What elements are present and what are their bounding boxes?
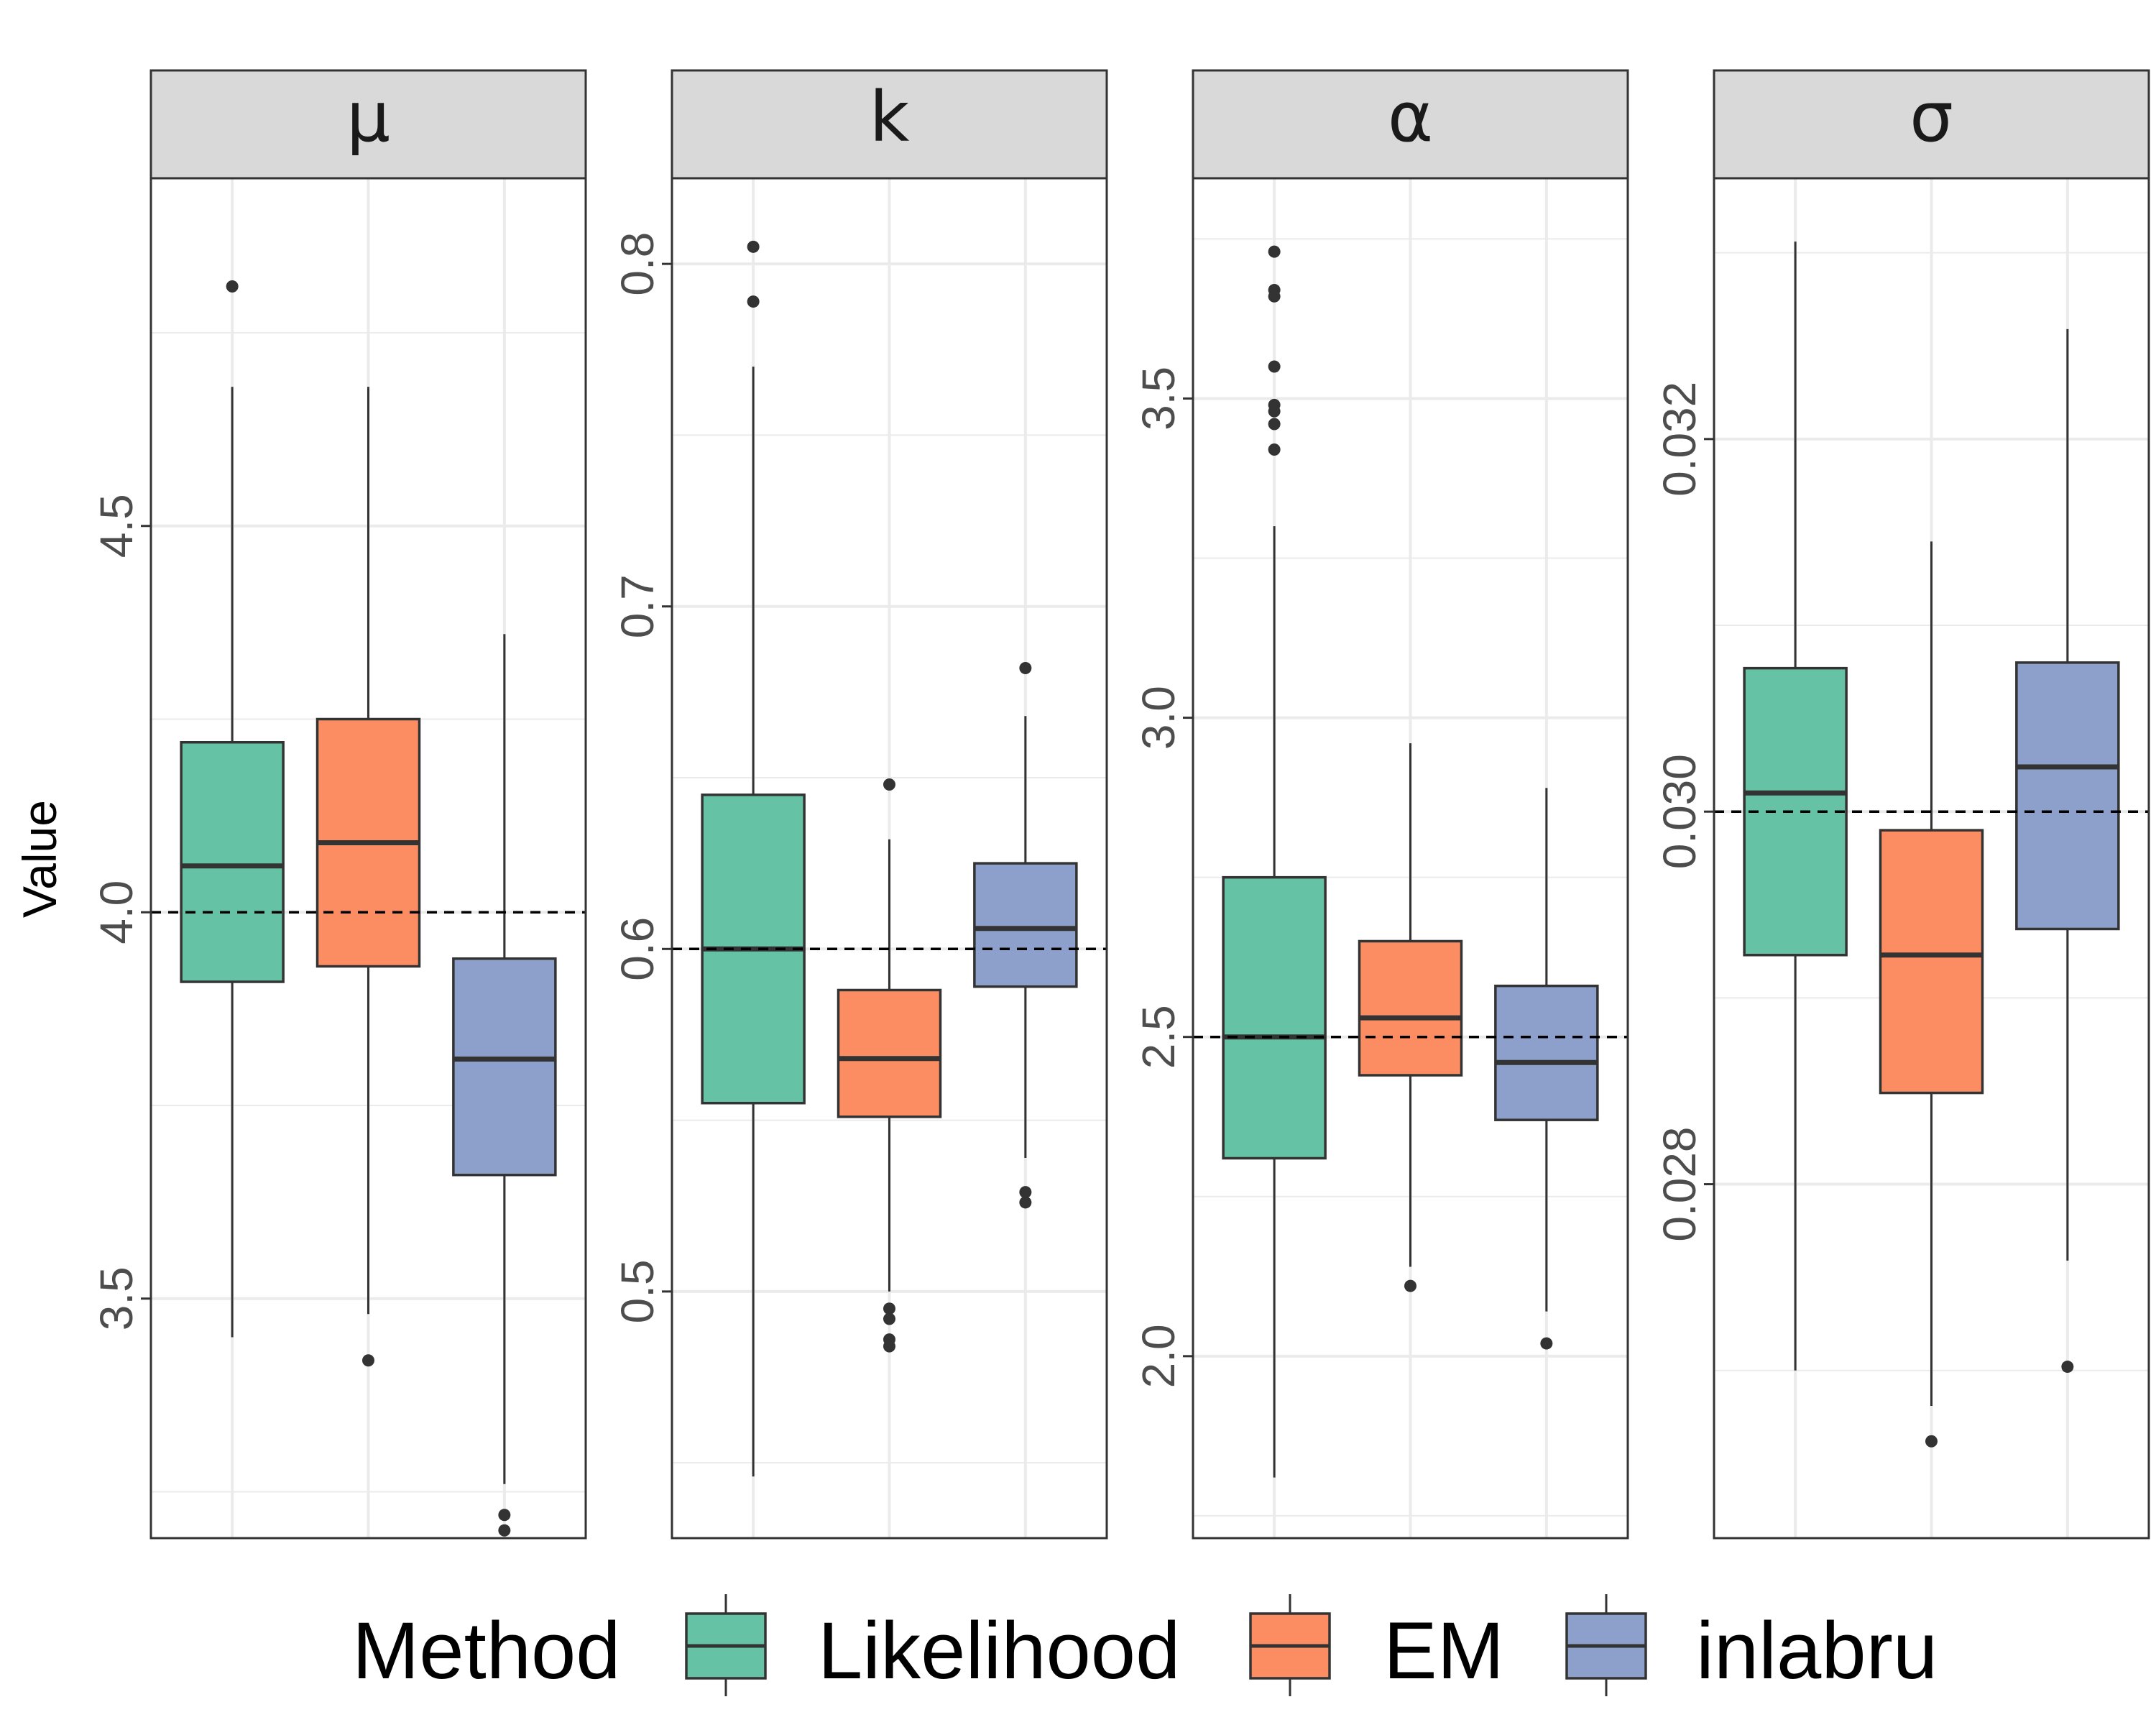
panel-4: 0.028 0.030 0.032 σ (1654, 69, 2150, 1540)
y-tick-label: 3.5 (1133, 367, 1184, 431)
y-tick-label: 0.6 (612, 917, 663, 981)
facet-panels: 3.5 4.0 4.5 μ 0.5 0.6 0.7 0.8 k 2.0 2.5 3.0 3.5 α 0.02… (91, 69, 2150, 1540)
facet-strip-label: α (1388, 77, 1433, 157)
y-tick-label: 0.5 (612, 1259, 663, 1323)
outlier-point (1268, 418, 1281, 431)
y-tick-label: 0.7 (612, 574, 663, 638)
facet-strip (149, 69, 587, 180)
legend-item-inlabru: inlabru (1565, 1594, 1938, 1696)
facet-strip-label: σ (1909, 77, 1953, 157)
y-tick-label: 0.032 (1654, 382, 1705, 497)
outlier-point (1019, 662, 1032, 675)
y-tick-label: 2.0 (1133, 1324, 1184, 1388)
y-tick-label: 4.5 (91, 494, 142, 558)
y-tick-label: 0.028 (1654, 1126, 1705, 1241)
legend-item-likelihood: Likelihood (685, 1594, 1180, 1696)
box-body (452, 957, 557, 1177)
facet-strip-label: k (870, 77, 910, 157)
box-inlabru (1494, 788, 1599, 1350)
box-body (180, 741, 285, 983)
facet-strip (671, 69, 1108, 180)
box-likelihood (701, 240, 806, 1477)
outlier-point (498, 1509, 511, 1522)
y-tick-label: 3.0 (1133, 686, 1184, 750)
box-likelihood (1743, 242, 1848, 1371)
box-inlabru (973, 662, 1078, 1209)
box-em (1358, 743, 1463, 1292)
outlier-point (1019, 1196, 1032, 1209)
outlier-point (498, 1524, 511, 1537)
outlier-point (1540, 1337, 1553, 1350)
panel-3: 2.0 2.5 3.0 3.5 α (1133, 69, 1629, 1540)
y-tick-label: 2.5 (1133, 1005, 1184, 1069)
legend-label: EM (1383, 1606, 1504, 1696)
outlier-point (1268, 290, 1281, 303)
box-inlabru (452, 634, 557, 1537)
y-tick-label: 4.0 (91, 880, 142, 944)
box-body (1494, 984, 1599, 1121)
panel-1: 3.5 4.0 4.5 μ (91, 69, 587, 1540)
outlier-point (362, 1354, 374, 1367)
y-tick-label: 0.8 (612, 232, 663, 296)
legend-label: Likelihood (818, 1606, 1180, 1696)
legend-title: Method (352, 1606, 621, 1696)
box-body (1879, 829, 1984, 1095)
outlier-point (747, 295, 760, 308)
box-body (1743, 666, 1848, 957)
y-axis-title: Value (13, 800, 66, 918)
box-body (1222, 875, 1327, 1160)
outlier-point (1019, 1186, 1032, 1199)
outlier-point (226, 280, 239, 293)
facet-strip (1713, 69, 2150, 180)
outlier-point (1268, 405, 1281, 418)
box-body (837, 988, 942, 1118)
outlier-point (883, 778, 895, 791)
outlier-point (2061, 1361, 2074, 1374)
y-tick-label: 0.030 (1654, 754, 1705, 869)
legend-item-em: EM (1249, 1594, 1504, 1696)
outlier-point (1404, 1279, 1416, 1292)
outlier-point (747, 240, 760, 253)
legend: Method Likelihood EM inlabru (352, 1594, 1938, 1696)
outlier-point (1268, 443, 1281, 456)
box-body (1358, 939, 1463, 1077)
box-em (1879, 541, 1984, 1448)
legend-label: inlabru (1696, 1606, 1938, 1696)
facet-strip (1192, 69, 1629, 180)
box-likelihood (180, 280, 285, 1338)
box-inlabru (2015, 328, 2120, 1374)
box-body (973, 862, 1078, 988)
outlier-point (1925, 1435, 1938, 1448)
panel-2: 0.5 0.6 0.7 0.8 k (612, 69, 1108, 1540)
facet-strip-label: μ (346, 77, 390, 157)
outlier-point (1268, 245, 1281, 258)
box-body (2015, 661, 2120, 931)
outlier-point (883, 1312, 895, 1325)
outlier-point (883, 1340, 895, 1353)
y-tick-label: 3.5 (91, 1266, 142, 1330)
outlier-point (1268, 360, 1281, 373)
outlier-point (883, 1302, 895, 1315)
box-em (837, 778, 942, 1353)
box-likelihood (1222, 245, 1327, 1478)
box-em (315, 387, 421, 1367)
